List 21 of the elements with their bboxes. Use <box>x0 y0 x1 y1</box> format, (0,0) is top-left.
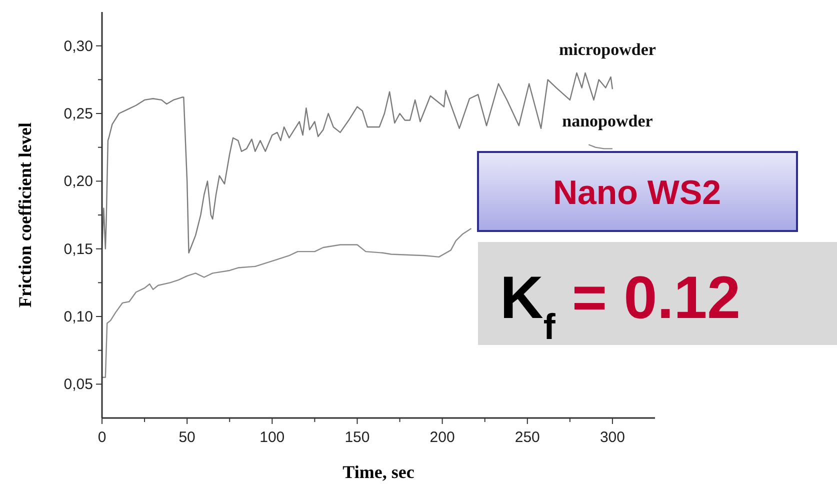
x-tick-label: 100 <box>260 429 285 446</box>
y-tick-label: 0,30 <box>64 38 93 55</box>
series-label: micropowder <box>558 40 656 59</box>
y-axis-title: Friction coefficient level <box>15 122 35 308</box>
y-tick-label: 0,15 <box>64 240 93 258</box>
y-tick-label: 0,20 <box>64 173 93 190</box>
series-label: nanopowder <box>562 112 654 131</box>
y-tick-label: 0,10 <box>64 308 93 326</box>
annotation: K$_{f}$ = 0.12 <box>500 264 740 346</box>
text-box: Nano WS2 <box>477 151 798 232</box>
text-box: K$_{f}$ = 0.12 <box>478 242 837 346</box>
x-tick-label: 150 <box>344 429 370 446</box>
x-tick-label: 250 <box>514 429 540 446</box>
x-tick-label: 300 <box>600 429 625 446</box>
annotation: Nano WS2 <box>552 174 722 212</box>
x-tick-label: 50 <box>178 429 196 446</box>
x-axis-title: Time, sec <box>342 462 414 482</box>
y-tick-label: 0,25 <box>64 106 93 122</box>
y-tick-label: 0,05 <box>64 376 93 394</box>
x-tick-label: 200 <box>430 429 455 446</box>
x-tick-label: 0 <box>98 429 106 446</box>
